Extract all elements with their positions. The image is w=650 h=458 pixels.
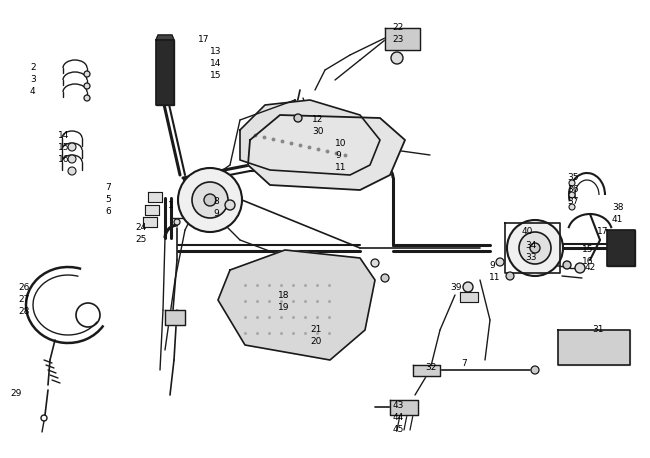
Polygon shape [558, 330, 630, 365]
Text: 16: 16 [582, 257, 593, 267]
Text: 45: 45 [393, 425, 404, 434]
Text: 26: 26 [18, 283, 29, 291]
Text: 32: 32 [425, 362, 436, 371]
Circle shape [519, 232, 551, 264]
Circle shape [530, 243, 540, 253]
Text: 13: 13 [210, 48, 222, 56]
Polygon shape [148, 192, 162, 202]
Circle shape [506, 272, 514, 280]
Text: 27: 27 [18, 294, 29, 304]
Circle shape [294, 114, 302, 122]
Text: 39: 39 [450, 283, 461, 291]
Text: 37: 37 [567, 197, 578, 207]
Polygon shape [143, 217, 157, 227]
Text: 34: 34 [525, 241, 536, 251]
Circle shape [225, 200, 235, 210]
Text: 15: 15 [58, 142, 70, 152]
Polygon shape [248, 115, 405, 190]
Text: 14: 14 [58, 131, 70, 140]
Circle shape [463, 282, 473, 292]
Text: 8: 8 [213, 197, 219, 207]
Circle shape [84, 83, 90, 89]
Polygon shape [156, 40, 174, 105]
Circle shape [68, 167, 76, 175]
Text: 15: 15 [210, 71, 222, 81]
Text: 28: 28 [18, 306, 29, 316]
Text: 2: 2 [30, 64, 36, 72]
Text: 41: 41 [612, 214, 623, 224]
Circle shape [391, 52, 403, 64]
Text: 18: 18 [278, 290, 289, 300]
Text: 33: 33 [525, 253, 536, 262]
Text: 9: 9 [489, 261, 495, 269]
Circle shape [204, 194, 216, 206]
Circle shape [68, 155, 76, 163]
Text: 9: 9 [335, 151, 341, 159]
Circle shape [569, 192, 575, 198]
Polygon shape [218, 250, 375, 360]
Text: 40: 40 [522, 228, 534, 236]
Text: 10: 10 [335, 138, 346, 147]
Text: 15: 15 [582, 245, 593, 255]
Text: 17: 17 [597, 228, 608, 236]
Text: 6: 6 [105, 207, 110, 217]
Text: 21: 21 [310, 326, 321, 334]
Circle shape [575, 263, 585, 273]
Circle shape [84, 71, 90, 77]
Polygon shape [460, 292, 478, 302]
Text: 44: 44 [393, 413, 404, 421]
Circle shape [496, 258, 504, 266]
Circle shape [68, 143, 76, 151]
Text: 42: 42 [585, 263, 596, 273]
Text: 5: 5 [105, 196, 110, 205]
Circle shape [174, 219, 180, 225]
Text: 23: 23 [392, 34, 404, 44]
Circle shape [569, 204, 575, 210]
Text: 20: 20 [310, 338, 321, 347]
Text: 31: 31 [592, 326, 603, 334]
Circle shape [381, 274, 389, 282]
Text: 11: 11 [489, 273, 500, 282]
Polygon shape [156, 35, 174, 40]
Polygon shape [240, 100, 380, 175]
Circle shape [569, 180, 575, 186]
Text: 9: 9 [213, 209, 219, 218]
Circle shape [371, 259, 379, 267]
Circle shape [531, 366, 539, 374]
Circle shape [507, 220, 563, 276]
Text: 29: 29 [10, 388, 21, 398]
Polygon shape [385, 28, 420, 50]
Text: 11: 11 [335, 163, 346, 171]
Text: 16: 16 [58, 154, 70, 164]
Text: 43: 43 [393, 400, 404, 409]
Circle shape [563, 261, 571, 269]
Text: 7: 7 [461, 359, 467, 367]
Circle shape [84, 95, 90, 101]
Polygon shape [413, 365, 440, 376]
Circle shape [192, 182, 228, 218]
Text: 22: 22 [392, 22, 403, 32]
Polygon shape [607, 230, 635, 266]
Polygon shape [390, 400, 418, 415]
Text: 17: 17 [198, 36, 209, 44]
Circle shape [178, 168, 242, 232]
Text: 24: 24 [135, 224, 146, 233]
Text: 19: 19 [278, 302, 289, 311]
Text: 35: 35 [567, 174, 578, 182]
Text: 12: 12 [312, 115, 324, 125]
Text: 3: 3 [30, 76, 36, 84]
Text: 36: 36 [567, 185, 578, 195]
Polygon shape [145, 205, 159, 215]
Text: 38: 38 [612, 202, 623, 212]
Polygon shape [165, 310, 185, 325]
Text: 30: 30 [312, 127, 324, 136]
Text: 14: 14 [210, 60, 222, 69]
Text: 25: 25 [135, 235, 146, 245]
Text: 7: 7 [105, 182, 110, 191]
Text: 1: 1 [168, 201, 174, 209]
Text: 4: 4 [30, 87, 36, 97]
